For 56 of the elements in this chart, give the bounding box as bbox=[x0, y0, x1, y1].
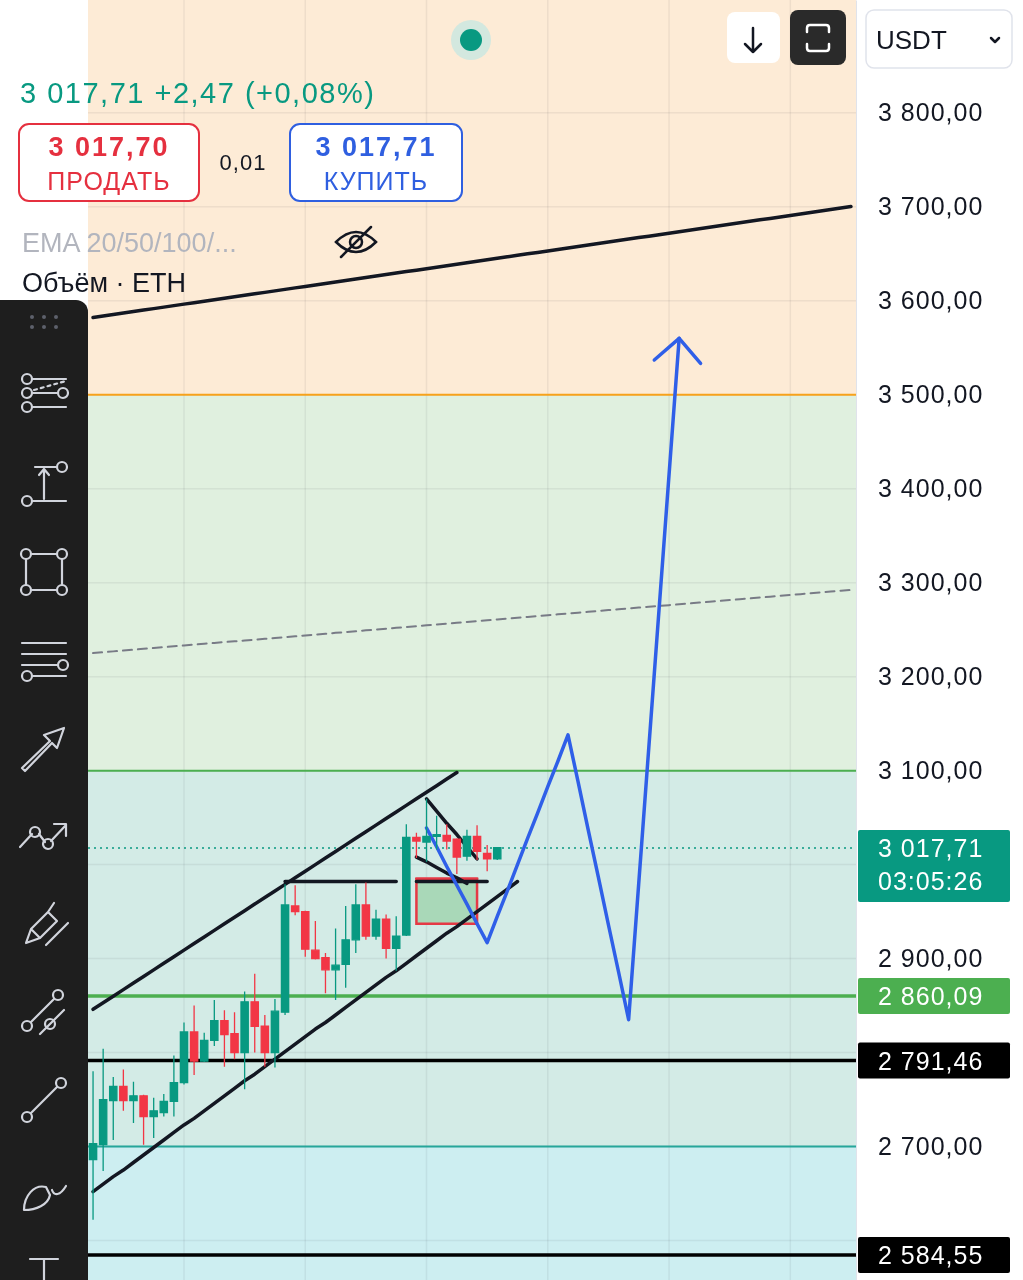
y-tick-label: 3 700,00 bbox=[878, 192, 984, 221]
line-series bbox=[91, 879, 520, 1194]
candlestick bbox=[88, 1070, 98, 1221]
candlestick bbox=[119, 1068, 128, 1112]
candlestick bbox=[199, 1032, 209, 1063]
candlestick bbox=[290, 884, 300, 917]
candlestick bbox=[189, 1004, 199, 1076]
ref-line-label: 2 584,55 bbox=[878, 1241, 984, 1270]
annotation: 3 017,70 bbox=[48, 132, 170, 162]
candlestick bbox=[169, 1054, 179, 1118]
y-tick-label: 3 200,00 bbox=[878, 662, 984, 691]
y-tick-label: 2 900,00 bbox=[878, 944, 984, 973]
y-tick-label: 3 100,00 bbox=[878, 756, 984, 785]
candlestick bbox=[371, 909, 381, 941]
candlestick bbox=[351, 883, 361, 954]
candlestick bbox=[280, 883, 290, 1016]
candlestick bbox=[482, 844, 492, 872]
candlestick bbox=[331, 927, 340, 1001]
candlestick bbox=[442, 823, 452, 851]
candlestick bbox=[381, 913, 391, 960]
annotation: ПРОДАТЬ bbox=[47, 167, 171, 195]
y-tick-label: 3 800,00 bbox=[878, 98, 984, 127]
candlestick bbox=[149, 1097, 158, 1139]
candlestick bbox=[129, 1081, 138, 1124]
y-tick-label: 2 700,00 bbox=[878, 1132, 984, 1161]
annotation: КУПИТЬ bbox=[323, 167, 429, 195]
annotation: 3 017,71 bbox=[315, 132, 437, 162]
candlestick bbox=[270, 998, 280, 1069]
line-series bbox=[92, 589, 852, 655]
y-tick-label: 3 600,00 bbox=[878, 286, 984, 315]
candlestick bbox=[452, 837, 462, 875]
annotation: 0,01 bbox=[219, 149, 267, 175]
annotation: Объём · ETH bbox=[22, 268, 187, 298]
candlestick bbox=[472, 824, 482, 861]
candlestick bbox=[361, 881, 371, 941]
candlestick bbox=[391, 915, 401, 972]
ref-line-label: 2 791,46 bbox=[878, 1046, 984, 1075]
candlestick bbox=[412, 832, 421, 859]
candlestick bbox=[159, 1093, 169, 1118]
candlestick bbox=[210, 999, 219, 1047]
candlestick bbox=[179, 1021, 189, 1086]
y-axis-title: USDT bbox=[876, 25, 947, 55]
y-tick-label: 3 500,00 bbox=[878, 380, 984, 409]
annotation: EMA 20/50/100/... bbox=[22, 228, 237, 258]
candlestick bbox=[260, 1014, 270, 1068]
y-tick-label: 3 300,00 bbox=[878, 568, 984, 597]
ref-line-label: 3 017,71 03:05:26 bbox=[878, 833, 984, 895]
candlestick bbox=[240, 990, 249, 1090]
candlestick bbox=[139, 1094, 148, 1146]
ref-line-label: 2 860,09 bbox=[878, 982, 984, 1011]
y-tick-label: 3 400,00 bbox=[878, 474, 984, 503]
candlestick bbox=[98, 1048, 108, 1172]
candlestick bbox=[108, 1076, 118, 1141]
text: 3 017,71 +2,47 (+0,08%) bbox=[20, 77, 376, 109]
candlestick bbox=[341, 905, 350, 989]
candlestick bbox=[250, 972, 260, 1054]
